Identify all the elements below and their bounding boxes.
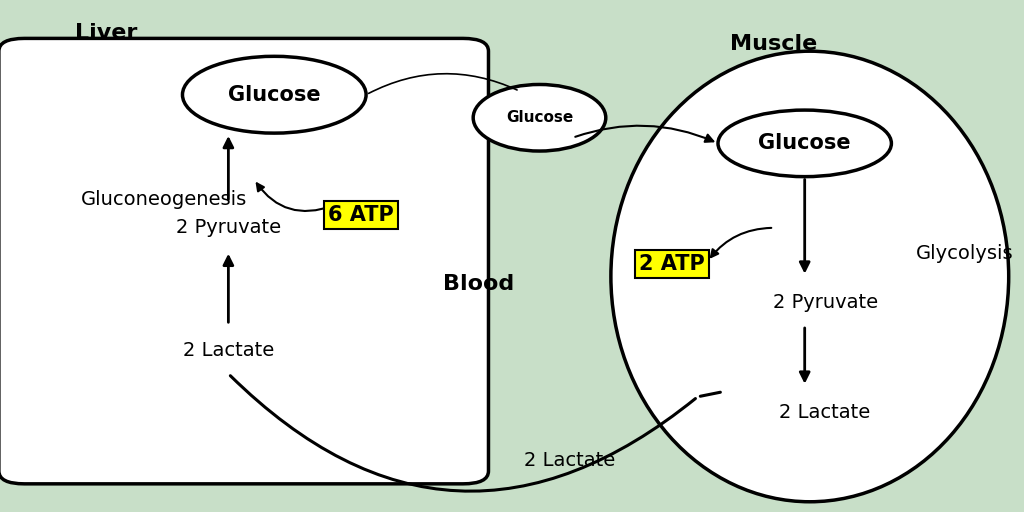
Text: Gluconeogenesis: Gluconeogenesis	[81, 190, 247, 209]
Ellipse shape	[182, 56, 366, 133]
Text: 2 ATP: 2 ATP	[639, 253, 705, 274]
Text: 2 Lactate: 2 Lactate	[779, 402, 870, 422]
Text: 2 Lactate: 2 Lactate	[524, 451, 615, 471]
Ellipse shape	[611, 51, 1009, 502]
Text: Blood: Blood	[442, 274, 514, 294]
Text: Glycolysis: Glycolysis	[916, 244, 1014, 263]
Text: Glucose: Glucose	[506, 110, 573, 125]
Text: 2 Pyruvate: 2 Pyruvate	[772, 292, 878, 312]
Text: 2 Pyruvate: 2 Pyruvate	[176, 218, 281, 238]
Text: Glucose: Glucose	[759, 133, 851, 154]
Text: 2 Lactate: 2 Lactate	[182, 341, 274, 360]
Text: Muscle: Muscle	[730, 33, 818, 54]
Text: Glucose: Glucose	[228, 84, 321, 105]
Text: Liver: Liver	[76, 23, 138, 44]
Ellipse shape	[473, 84, 606, 151]
FancyBboxPatch shape	[0, 38, 488, 484]
Ellipse shape	[718, 110, 892, 177]
Text: 6 ATP: 6 ATP	[328, 205, 394, 225]
